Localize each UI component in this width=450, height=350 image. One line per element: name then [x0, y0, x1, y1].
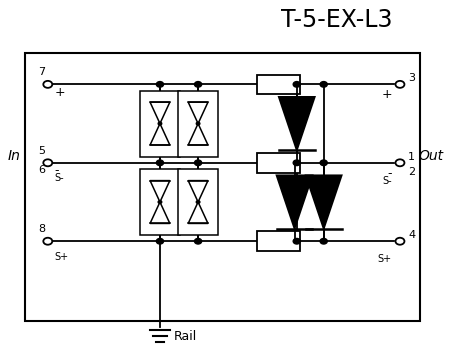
- Bar: [178, 91, 218, 156]
- Text: 5: 5: [39, 146, 45, 156]
- Circle shape: [293, 82, 300, 87]
- Text: In: In: [8, 149, 21, 163]
- Bar: [140, 91, 180, 156]
- Text: -: -: [387, 167, 392, 180]
- Polygon shape: [279, 97, 315, 150]
- Polygon shape: [150, 181, 170, 202]
- Text: Rail: Rail: [173, 330, 197, 343]
- Circle shape: [156, 238, 163, 244]
- Text: S-: S-: [382, 176, 392, 186]
- Text: 2: 2: [408, 167, 415, 176]
- Circle shape: [196, 201, 200, 203]
- Bar: [140, 169, 180, 235]
- Text: 4: 4: [408, 230, 415, 240]
- Circle shape: [320, 160, 327, 166]
- Text: Out: Out: [419, 149, 444, 163]
- Bar: [257, 231, 300, 251]
- Text: +: +: [381, 88, 392, 101]
- Circle shape: [194, 160, 202, 166]
- Circle shape: [396, 81, 405, 88]
- Bar: [178, 169, 218, 235]
- Polygon shape: [188, 124, 208, 145]
- Circle shape: [396, 238, 405, 245]
- Polygon shape: [150, 124, 170, 145]
- Text: 7: 7: [38, 67, 45, 77]
- Polygon shape: [306, 175, 342, 229]
- Circle shape: [43, 81, 52, 88]
- Text: 3: 3: [408, 73, 415, 83]
- Circle shape: [293, 160, 300, 166]
- Circle shape: [156, 160, 163, 166]
- Polygon shape: [188, 102, 208, 124]
- Text: S-: S-: [54, 174, 64, 183]
- Circle shape: [396, 159, 405, 166]
- Circle shape: [194, 82, 202, 87]
- Circle shape: [293, 238, 300, 244]
- Text: -: -: [54, 164, 59, 177]
- Polygon shape: [277, 175, 312, 229]
- Text: T-5-EX-L3: T-5-EX-L3: [281, 8, 393, 32]
- Circle shape: [320, 238, 327, 244]
- Text: 6: 6: [39, 165, 45, 175]
- Circle shape: [43, 238, 52, 245]
- Polygon shape: [188, 181, 208, 202]
- Circle shape: [158, 122, 162, 125]
- Polygon shape: [150, 102, 170, 124]
- Circle shape: [194, 238, 202, 244]
- Text: 8: 8: [38, 224, 45, 234]
- Text: S+: S+: [54, 252, 69, 262]
- Circle shape: [320, 82, 327, 87]
- Text: S+: S+: [378, 254, 392, 264]
- Bar: [257, 75, 300, 94]
- Text: 1: 1: [408, 152, 415, 161]
- Text: +: +: [54, 85, 65, 99]
- Circle shape: [43, 159, 52, 166]
- Bar: [257, 153, 300, 173]
- Circle shape: [156, 82, 163, 87]
- Circle shape: [196, 122, 200, 125]
- Polygon shape: [188, 202, 208, 223]
- Circle shape: [158, 201, 162, 203]
- Polygon shape: [150, 202, 170, 223]
